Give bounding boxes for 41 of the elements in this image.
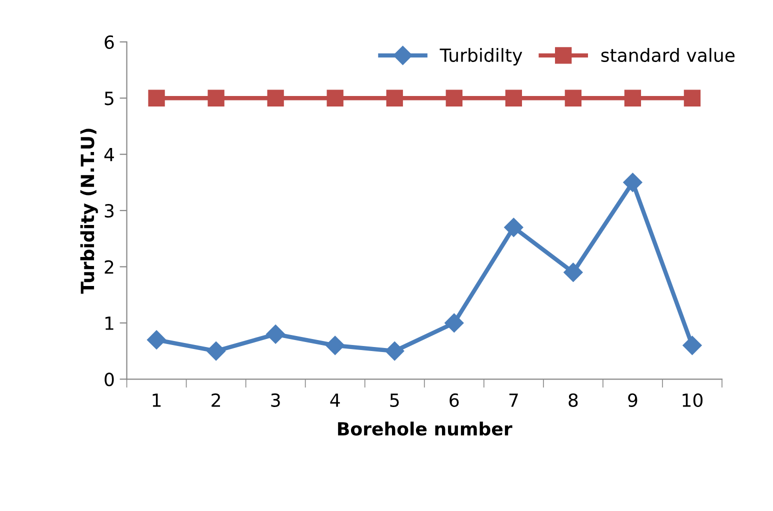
x-tick-label: 9	[628, 393, 638, 408]
x-tick-label: 4	[330, 394, 340, 407]
x-tick-label: 2	[212, 393, 220, 407]
y-tick-label: 6	[104, 35, 114, 50]
point	[267, 90, 284, 106]
point	[682, 336, 702, 355]
point	[148, 90, 165, 106]
x-tick-label: 6	[450, 393, 459, 408]
x-tick-label: 7	[509, 394, 518, 407]
point	[326, 90, 344, 106]
point	[564, 90, 582, 106]
point	[684, 90, 701, 106]
point	[444, 313, 464, 332]
point	[564, 262, 583, 282]
y-axis-title: Turbidity (N.T.U)	[80, 128, 98, 294]
y-tick-label: 5	[104, 92, 114, 106]
point	[326, 336, 345, 355]
point	[266, 324, 286, 344]
point	[624, 90, 642, 106]
y-tick-label: 2	[104, 260, 114, 274]
point	[208, 90, 224, 106]
x-tick-label: 5	[390, 394, 399, 408]
point	[206, 342, 226, 361]
legend-label: standard value	[601, 48, 735, 62]
point	[504, 218, 524, 237]
point	[446, 90, 462, 106]
x-tick-label: 1	[152, 394, 161, 407]
legend-label: Turbidilty	[440, 48, 522, 66]
y-tick-label: 3	[104, 204, 114, 218]
x-tick-label: 10	[682, 393, 703, 408]
y-tick-label: 4	[104, 148, 114, 162]
point	[505, 90, 522, 106]
x-tick-label: 3	[271, 393, 280, 408]
point	[385, 342, 404, 361]
point	[386, 90, 403, 106]
point	[623, 172, 642, 192]
x-axis-title: Borehole number	[338, 422, 512, 436]
point	[147, 330, 166, 350]
x-tick-label: 8	[568, 393, 578, 408]
y-tick-label: 1	[105, 316, 114, 330]
y-tick-label: 0	[104, 372, 114, 386]
